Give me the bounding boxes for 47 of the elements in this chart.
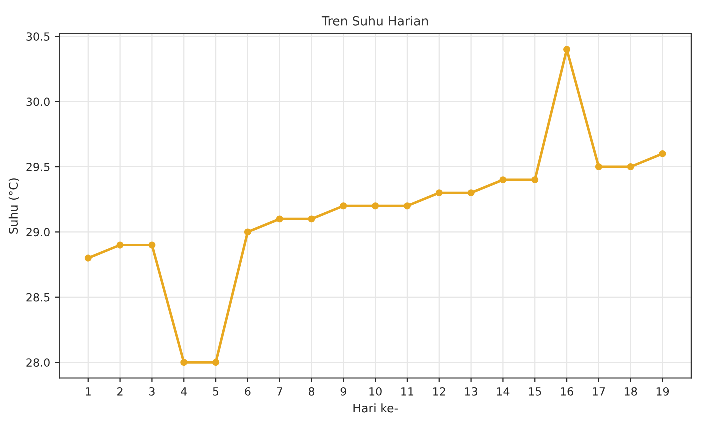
x-tick-label: 7 bbox=[277, 388, 282, 396]
x-tick-label: 1 bbox=[86, 388, 91, 396]
point bbox=[308, 216, 316, 223]
point bbox=[468, 190, 475, 197]
x-tick-label: 18 bbox=[624, 387, 638, 396]
point bbox=[244, 228, 252, 236]
point bbox=[404, 202, 411, 210]
y-tick-label: 30.0 bbox=[26, 98, 50, 106]
y-axis-title: Suhu (°C) bbox=[8, 178, 20, 234]
y-tick-label: 28.0 bbox=[26, 358, 50, 367]
point bbox=[116, 242, 124, 249]
y-tick-label: 30.5 bbox=[26, 32, 50, 41]
x-tick-label: 11 bbox=[402, 388, 414, 396]
chart-title: Tren Suhu Harian bbox=[322, 16, 428, 26]
x-tick-label: 12 bbox=[434, 387, 446, 396]
x-tick-label: 5 bbox=[213, 388, 219, 396]
x-tick-label: 3 bbox=[150, 387, 155, 396]
point bbox=[148, 242, 156, 249]
x-tick-label: 14 bbox=[497, 388, 510, 396]
point bbox=[532, 176, 539, 184]
x-tick-label: 17 bbox=[593, 388, 606, 396]
y-tick-label: 28.5 bbox=[26, 293, 50, 302]
point bbox=[595, 164, 602, 170]
x-axis-title: Hari ke- bbox=[354, 404, 398, 413]
x-tick-label: 9 bbox=[340, 387, 346, 396]
point bbox=[659, 150, 666, 158]
x-tick-label: 15 bbox=[529, 388, 542, 396]
point bbox=[84, 254, 92, 262]
point bbox=[436, 190, 443, 197]
point bbox=[500, 176, 507, 184]
x-tick-label: 6 bbox=[245, 387, 251, 396]
y-tick-label: 29.5 bbox=[26, 162, 50, 172]
x-tick-label: 16 bbox=[561, 387, 574, 396]
point bbox=[180, 359, 188, 366]
point bbox=[276, 216, 284, 223]
point bbox=[564, 46, 570, 54]
x-tick-label: 2 bbox=[118, 387, 123, 396]
point bbox=[627, 164, 634, 170]
point bbox=[372, 202, 380, 210]
x-tick-label: 19 bbox=[656, 387, 670, 396]
x-tick-label: 4 bbox=[181, 388, 188, 396]
x-tick-label: 13 bbox=[465, 387, 478, 396]
x-tick-label: 8 bbox=[308, 387, 315, 396]
x-tick-label: 10 bbox=[370, 387, 382, 396]
y-tick-label: 29.0 bbox=[26, 228, 50, 237]
point bbox=[212, 359, 220, 366]
point bbox=[340, 202, 348, 210]
